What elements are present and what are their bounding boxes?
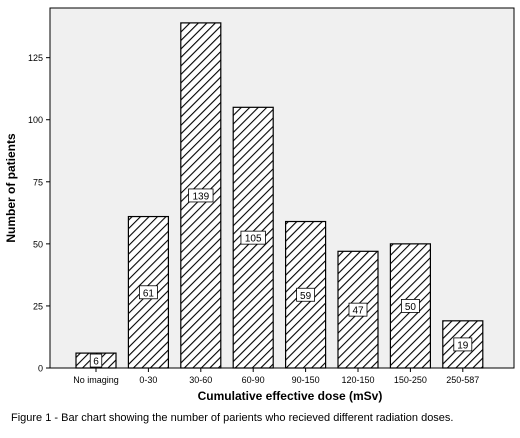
x-tick-label: 120-150: [341, 375, 374, 385]
y-tick-label: 100: [28, 115, 43, 125]
axes: No imaging 0-30 30-60 60-90 90-150 120-150 150…: [28, 53, 479, 385]
bar-30-60: [180, 22, 222, 369]
data-label: 50: [405, 302, 417, 313]
data-label: 19: [457, 340, 469, 351]
y-tick-label: 25: [33, 301, 43, 311]
y-tick-label: 0: [38, 364, 43, 374]
data-label: 47: [352, 306, 364, 317]
x-axis-title: Cumulative effective dose (mSv): [198, 389, 383, 403]
x-tick-label: No imaging: [73, 375, 119, 385]
data-label-box: [400, 299, 420, 313]
plot-area: [49, 7, 515, 369]
x-tick-label: 250-587: [446, 375, 479, 385]
x-tick-label: 60-90: [242, 375, 265, 385]
x-tick-label: 90-150: [292, 375, 320, 385]
x-tick-label: 150-250: [394, 375, 427, 385]
x-tick-label: 0-30: [139, 375, 157, 385]
data-label: 139: [192, 191, 209, 202]
y-tick-label: 50: [33, 239, 43, 249]
data-label-box: [89, 353, 103, 368]
data-label: 59: [300, 291, 312, 302]
data-label-box: [138, 285, 158, 300]
figure-caption: Figure 1 - Bar chart showing the number …: [11, 412, 454, 424]
y-axis-title: Number of patients: [4, 133, 18, 243]
data-label: 61: [143, 288, 155, 299]
y-tick-label: 75: [33, 177, 43, 187]
data-label-box: [240, 230, 266, 245]
data-label: 6: [93, 357, 99, 368]
data-label-box: [188, 188, 214, 203]
data-label: 105: [245, 234, 262, 245]
bars: 6 61 139 105 59 47 50 19: [75, 22, 484, 369]
x-tick-label: 30-60: [189, 375, 212, 385]
data-label-box: [348, 302, 368, 317]
y-tick-label: 125: [28, 53, 43, 63]
data-label-box: [296, 287, 316, 302]
data-label-box: [453, 337, 473, 352]
bar-chart: 6 61 139 105 59 47 50 19 No imaging 0-30 30-60 60-…: [4, 7, 515, 403]
